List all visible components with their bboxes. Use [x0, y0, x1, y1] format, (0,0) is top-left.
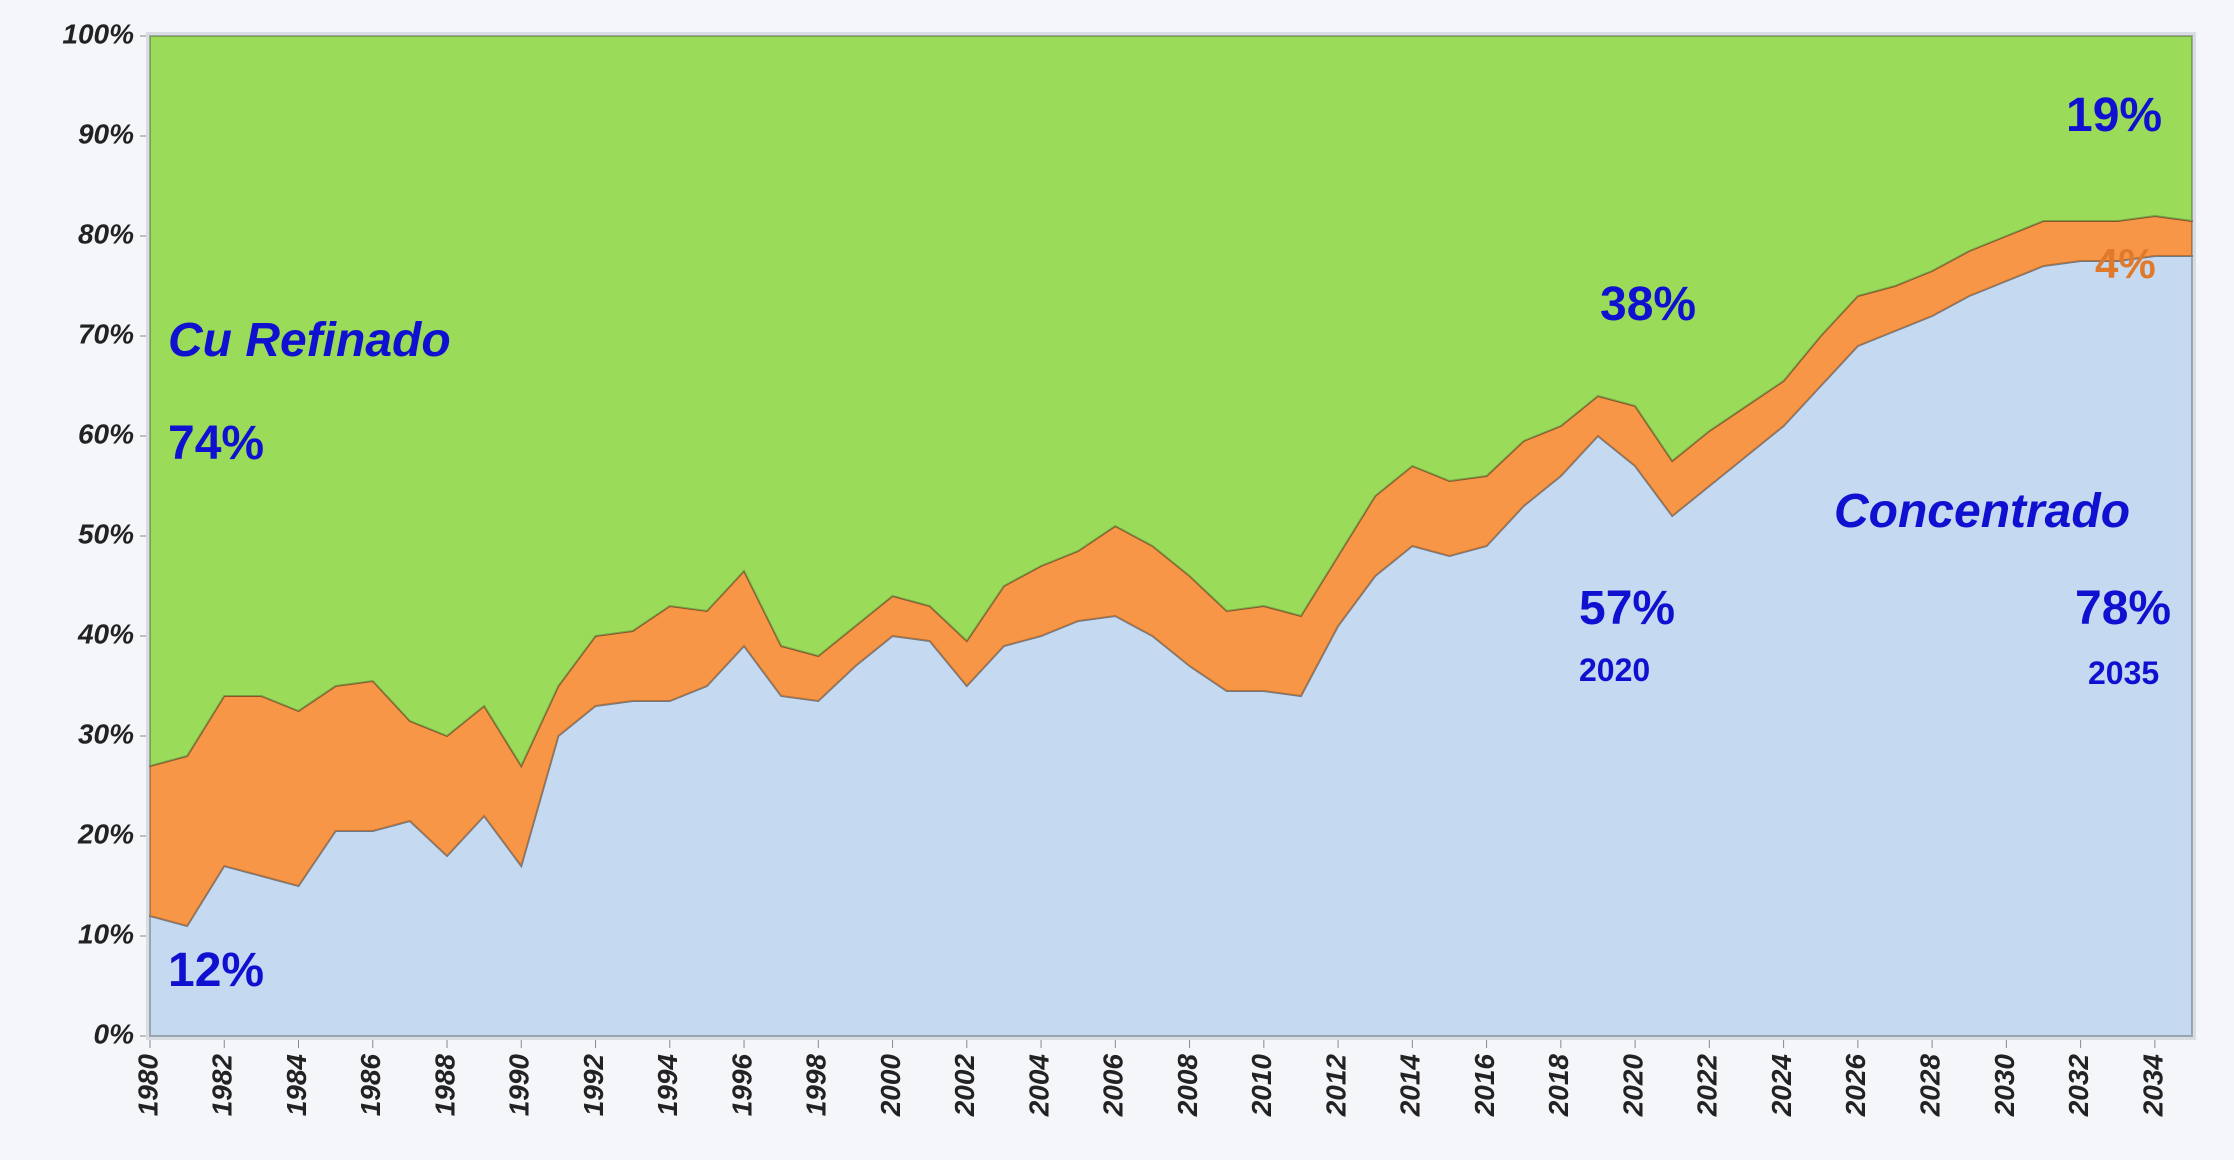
annotation: 4% [2095, 240, 2156, 287]
y-tick-label: 20% [77, 818, 134, 849]
x-tick-label: 2030 [1989, 1054, 2020, 1118]
x-tick-label: 2022 [1692, 1054, 1723, 1118]
x-tick-label: 2000 [875, 1054, 906, 1118]
x-tick-label: 2018 [1543, 1054, 1574, 1118]
y-tick-label: 70% [78, 318, 134, 349]
annotation: Cu Refinado [168, 314, 451, 367]
x-tick-label: 2014 [1395, 1054, 1426, 1118]
annotation: 2035 [2088, 655, 2159, 691]
x-tick-label: 1998 [801, 1054, 832, 1117]
x-tick-label: 1994 [652, 1054, 683, 1117]
x-tick-label: 1982 [207, 1054, 238, 1117]
annotation: 12% [168, 944, 264, 997]
x-tick-label: 2026 [1840, 1054, 1871, 1118]
x-tick-label: 2024 [1766, 1054, 1797, 1118]
y-tick-label: 100% [62, 18, 134, 49]
annotation: 2020 [1579, 652, 1650, 688]
x-tick-label: 1992 [578, 1054, 609, 1117]
x-tick-label: 1984 [281, 1054, 312, 1117]
annotation: Concentrado [1834, 485, 2130, 538]
area [149, 35, 2193, 769]
y-tick-label: 10% [78, 918, 134, 949]
x-tick-label: 2016 [1469, 1054, 1500, 1118]
x-tick-label: 2010 [1246, 1054, 1277, 1118]
x-tick-label: 1986 [355, 1054, 386, 1117]
y-tick-label: 80% [78, 218, 134, 249]
y-tick-label: 60% [78, 418, 134, 449]
annotation: 78% [2075, 582, 2171, 635]
x-tick-label: 1990 [504, 1054, 535, 1117]
annotation: 19% [2066, 89, 2162, 142]
y-tick-label: 30% [78, 718, 134, 749]
x-tick-label: 2006 [1098, 1054, 1129, 1118]
annotation: 38% [1600, 278, 1696, 331]
annotation: 74% [168, 417, 264, 470]
x-tick-label: 2034 [2137, 1054, 2168, 1118]
x-tick-label: 1988 [429, 1054, 460, 1117]
y-tick-label: 90% [78, 118, 134, 149]
annotation: 57% [1579, 582, 1675, 635]
x-tick-label: 1996 [726, 1054, 757, 1117]
x-tick-label: 2032 [2063, 1054, 2094, 1118]
x-tick-label: 2028 [1914, 1054, 1945, 1118]
y-tick-label: 40% [77, 618, 134, 649]
x-tick-label: 2002 [949, 1054, 980, 1118]
y-tick-label: 0% [94, 1018, 135, 1049]
x-tick-label: 2012 [1320, 1054, 1351, 1118]
x-tick-label: 2008 [1172, 1054, 1203, 1118]
y-tick-label: 50% [78, 518, 134, 549]
x-tick-label: 2004 [1023, 1054, 1054, 1118]
x-tick-label: 2020 [1617, 1054, 1648, 1118]
x-tick-label: 1980 [132, 1054, 163, 1117]
